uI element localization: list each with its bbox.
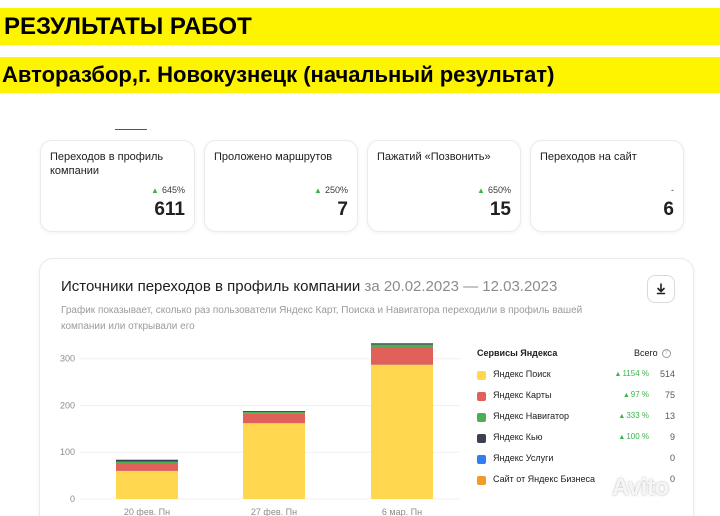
stat-card-profile-visits[interactable]: Переходов в профиль компании ▲ 645% 611 [40,140,195,232]
legend-row[interactable]: Яндекс Карты ▲97 % 75 [477,390,675,406]
stat-label: Проложено маршрутов [214,151,333,163]
stat-label: Переходов в профиль компании [50,151,164,177]
y-tick-label: 0 [70,494,75,504]
bar-segment[interactable] [243,413,305,424]
bar-segment[interactable] [243,412,305,414]
x-tick-label: 27 фев. Пн [251,507,297,516]
bar-segment[interactable] [243,423,305,499]
legend-name: Яндекс Карты [493,390,552,400]
bar-segment[interactable] [116,462,178,471]
legend-row[interactable]: Сайт от Яндекс Бизнеса 0 [477,474,675,490]
stat-value: 6 [663,199,674,220]
legend-count: 75 [664,390,675,400]
traffic-sources-panel: Источники переходов в профиль компании з… [39,258,694,516]
up-triangle-icon: ▲ [477,186,485,195]
legend-pct: ▲1154 % [614,369,649,378]
panel-description: График показывает, сколько раз пользоват… [61,305,583,332]
legend-count: 0 [669,474,675,484]
bar-segment[interactable] [116,461,178,463]
x-tick-label: 6 мар. Пн [382,507,422,516]
legend-count: 0 [669,453,675,463]
bar-segment[interactable] [371,344,433,348]
up-triangle-icon: ▲ [622,392,630,399]
up-triangle-icon: ▲ [618,434,626,441]
legend-pct: ▲100 % [618,432,649,441]
y-tick-label: 300 [60,354,75,364]
legend-row[interactable]: Яндекс Услуги 0 [477,453,675,469]
stat-value: 7 [337,199,348,220]
stat-card-site-visits[interactable]: Переходов на сайт - 6 [530,140,684,232]
up-triangle-icon: ▲ [314,186,322,195]
legend-name: Яндекс Услуги [493,453,554,463]
bar-segment[interactable] [371,343,433,345]
stat-label: Пажатий «Позвонить» [377,151,491,163]
legend-title: Сервисы Яндекса [477,348,558,358]
legend-pct: ▲97 % [622,390,649,399]
bar-segment[interactable] [371,364,433,499]
legend-pct: ▲333 % [618,411,649,420]
results-banner: РЕЗУЛЬТАТЫ РАБОТ [0,8,720,45]
stat-label: Переходов на сайт [540,151,637,163]
stat-delta: ▲ 645% [151,185,185,195]
y-tick-label: 100 [60,447,75,457]
legend-row[interactable]: Яндекс Кью ▲100 % 9 [477,432,675,448]
stat-value: 15 [489,199,511,220]
bar-segment[interactable] [116,459,178,462]
bar-segment[interactable] [116,470,178,499]
bar-segment[interactable] [243,411,305,413]
y-tick-label: 200 [60,400,75,410]
stacked-bar-chart: 0 100 200 300 20 фев. Пн 27 фев. Пн 6 мар. Пн [60,343,460,516]
legend-count: 9 [669,432,675,442]
legend-row[interactable]: Яндекс Навигатор ▲333 % 13 [477,411,675,427]
stat-card-routes[interactable]: Проложено маршрутов ▲ 250% 7 [204,140,358,232]
legend-count: 514 [659,369,675,379]
legend-count: 13 [664,411,675,421]
download-icon [656,283,666,295]
panel-title: Источники переходов в профиль компании з… [61,278,558,295]
legend-checkbox[interactable] [477,476,486,485]
stat-delta: ▲ 650% [477,185,511,195]
tab-underline [115,129,147,130]
avito-watermark: Avito [612,474,669,501]
panel-period: за 20.02.2023 — 12.03.2023 [364,278,558,295]
legend-row[interactable]: Яндекс Поиск ▲1154 % 514 [477,369,675,385]
bar-segment[interactable] [371,347,433,365]
legend-total-header: Всего? [634,348,671,359]
up-triangle-icon: ▲ [618,413,626,420]
legend-checkbox[interactable] [477,455,486,464]
legend-name: Сайт от Яндекс Бизнеса [493,474,595,484]
stat-card-calls[interactable]: Пажатий «Позвонить» ▲ 650% 15 [367,140,521,232]
legend-checkbox[interactable] [477,371,486,380]
stat-delta: ▲ 250% [314,185,348,195]
download-button[interactable] [647,275,675,303]
x-tick-label: 20 фев. Пн [124,507,170,516]
stat-delta: - [671,185,674,195]
stat-value: 611 [154,199,185,220]
up-triangle-icon: ▲ [614,371,622,378]
legend-checkbox[interactable] [477,392,486,401]
legend-checkbox[interactable] [477,434,486,443]
legend-checkbox[interactable] [477,413,486,422]
subtitle-banner: Авторазбор,г. Новокузнецк (начальный рез… [0,57,720,93]
legend-name: Яндекс Кью [493,432,543,442]
legend-name: Яндекс Поиск [493,369,551,379]
legend-name: Яндекс Навигатор [493,411,570,421]
help-icon[interactable]: ? [661,349,671,359]
up-triangle-icon: ▲ [151,186,159,195]
